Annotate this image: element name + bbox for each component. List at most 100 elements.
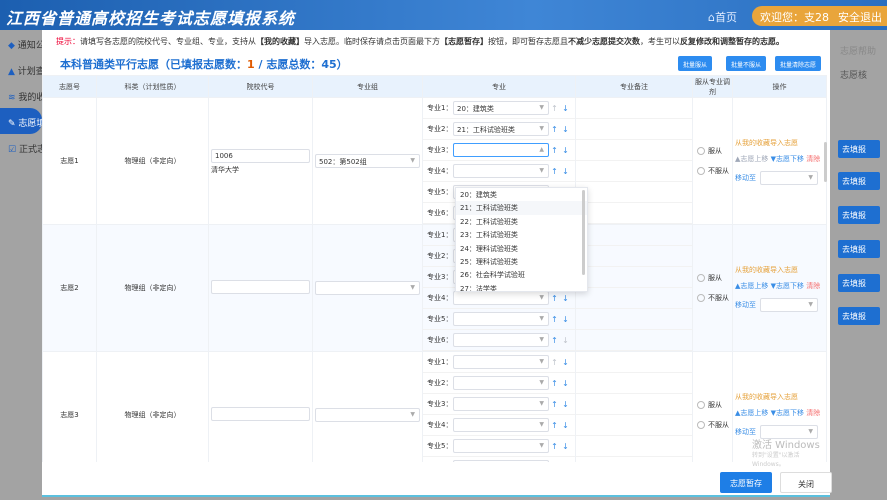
import-from-favorites-link[interactable]: 从我的收藏导入志愿 bbox=[735, 138, 798, 147]
move-up-arrow-icon[interactable]: ↑ bbox=[551, 399, 558, 409]
batch-obey-button[interactable]: 批量服从 bbox=[678, 56, 713, 71]
move-down-arrow-icon[interactable]: ↓ bbox=[562, 357, 569, 367]
move-down-arrow-icon[interactable]: ↓ bbox=[562, 378, 569, 388]
sidebar-item[interactable]: ✎ 志愿填报 bbox=[0, 108, 42, 134]
obey-radio[interactable]: 服从 bbox=[693, 395, 732, 415]
major-select[interactable]: ▼ bbox=[453, 291, 549, 305]
logout-button[interactable]: 安全退出 bbox=[834, 6, 887, 26]
move-up-arrow-icon[interactable]: ↑ bbox=[551, 420, 558, 430]
go-fill-button[interactable]: 去填报 bbox=[838, 240, 880, 258]
close-button[interactable]: 关闭 bbox=[780, 472, 832, 493]
major-select[interactable]: ▼ bbox=[453, 376, 549, 390]
move-down-arrow-icon[interactable]: ↓ bbox=[562, 103, 569, 113]
dropdown-option[interactable]: 20：建筑类 bbox=[460, 191, 497, 199]
go-fill-button[interactable]: 去填报 bbox=[838, 274, 880, 292]
major-notes-cell bbox=[575, 97, 693, 225]
move-down-arrow-icon[interactable]: ↓ bbox=[562, 420, 569, 430]
dropdown-option[interactable]: 25：理科试验班类 bbox=[460, 257, 518, 266]
move-up-arrow-icon[interactable]: ↑ bbox=[551, 145, 558, 155]
move-up-arrow-icon[interactable]: ↑ bbox=[551, 357, 558, 367]
move-up-arrow-icon[interactable]: ↑ bbox=[551, 441, 558, 451]
major-group-select[interactable]: 502：第502组 ▼ bbox=[315, 154, 420, 168]
home-link[interactable]: ⌂首页 bbox=[708, 11, 737, 24]
sidebar-item[interactable]: ▲ 计划查询 bbox=[0, 56, 42, 82]
move-down-link[interactable]: ▼志愿下移 bbox=[770, 154, 805, 163]
chevron-down-icon: ▼ bbox=[539, 442, 544, 449]
move-down-arrow-icon[interactable]: ↓ bbox=[562, 441, 569, 451]
move-to-select[interactable]: ▼ bbox=[760, 424, 818, 439]
major-select[interactable]: ▼ bbox=[453, 333, 549, 347]
school-code-input[interactable] bbox=[211, 407, 310, 421]
major-select[interactable]: ▼ bbox=[453, 312, 549, 326]
import-from-favorites-link[interactable]: 从我的收藏导入志愿 bbox=[735, 265, 798, 274]
move-up-arrow-icon[interactable]: ↑ bbox=[551, 103, 558, 113]
sidebar-item[interactable]: ◆ 通知公告 bbox=[0, 30, 42, 56]
school-code-input[interactable] bbox=[211, 280, 310, 294]
move-down-arrow-icon[interactable]: ↓ bbox=[562, 145, 569, 155]
save-draft-button[interactable]: 志愿暂存 bbox=[720, 472, 772, 493]
dropdown-scrollbar[interactable] bbox=[582, 190, 585, 275]
move-up-arrow-icon[interactable]: ↑ bbox=[551, 293, 558, 303]
go-fill-button[interactable]: 去填报 bbox=[838, 140, 880, 158]
move-down-arrow-icon[interactable]: ↓ bbox=[562, 314, 569, 324]
major-select[interactable]: 20：建筑类 ▼ bbox=[453, 101, 549, 115]
not-obey-radio[interactable]: 不服从 bbox=[693, 415, 732, 435]
batch-clear-button[interactable]: 批量清除志愿 bbox=[775, 56, 822, 71]
major-row: 专业5： ▼ ↑ ↓ bbox=[423, 309, 575, 330]
move-up-link[interactable]: ▲志愿上移 bbox=[735, 281, 769, 290]
move-down-arrow-icon[interactable]: ↓ bbox=[562, 335, 569, 345]
go-fill-button[interactable]: 去填报 bbox=[838, 206, 880, 224]
move-up-arrow-icon[interactable]: ↑ bbox=[551, 124, 558, 134]
table-scrollbar[interactable] bbox=[824, 142, 827, 182]
major-select[interactable]: ▼ bbox=[453, 439, 549, 453]
move-down-link[interactable]: ▼志愿下移 bbox=[770, 408, 805, 417]
go-fill-button[interactable]: 去填报 bbox=[838, 307, 880, 325]
dropdown-option[interactable]: 26：社会科学试验班 bbox=[460, 271, 525, 280]
major-select[interactable]: ▼ bbox=[453, 355, 549, 369]
move-to-select[interactable]: ▼ bbox=[760, 297, 818, 312]
clear-link[interactable]: 清除 bbox=[806, 281, 821, 290]
import-from-favorites-link[interactable]: 从我的收藏导入志愿 bbox=[735, 392, 798, 401]
sidebar-item[interactable]: ☑ 正式志愿 bbox=[0, 134, 42, 160]
move-up-link[interactable]: ▲志愿上移 bbox=[735, 154, 769, 163]
clear-link[interactable]: 清除 bbox=[806, 154, 821, 163]
major-label: 专业3： bbox=[427, 400, 453, 408]
move-to-select[interactable]: ▼ bbox=[760, 170, 818, 185]
school-code-input[interactable]: 1006 bbox=[211, 148, 310, 163]
dropdown-option[interactable]: 24：理科试验班类 bbox=[460, 244, 518, 253]
not-obey-radio[interactable]: 不服从 bbox=[693, 161, 732, 181]
move-up-arrow-icon[interactable]: ↑ bbox=[551, 166, 558, 176]
major-select[interactable]: ▼ bbox=[453, 164, 549, 178]
sidebar: ◆ 通知公告▲ 计划查询≋ 我的收藏✎ 志愿填报☑ 正式志愿 bbox=[0, 30, 42, 160]
go-fill-button[interactable]: 去填报 bbox=[838, 172, 880, 190]
move-up-arrow-icon[interactable]: ↑ bbox=[551, 378, 558, 388]
dropdown-option[interactable]: 27：法学类 bbox=[460, 284, 497, 292]
move-up-arrow-icon[interactable]: ↑ bbox=[551, 314, 558, 324]
batch-not-obey-button[interactable]: 批量不服从 bbox=[726, 56, 767, 71]
dropdown-option[interactable]: 21：工科试验班类 bbox=[456, 201, 587, 215]
major-group-select[interactable]: ▼ bbox=[315, 281, 420, 295]
move-down-arrow-icon[interactable]: ↓ bbox=[562, 124, 569, 134]
major-select[interactable]: ▼ bbox=[453, 418, 549, 432]
obey-radio[interactable]: 服从 bbox=[693, 268, 732, 288]
major-group-select[interactable]: ▼ bbox=[315, 408, 420, 422]
dropdown-option[interactable]: 23：工科试验班类 bbox=[460, 231, 518, 240]
major-select[interactable]: 21：工科试验班类 ▼ bbox=[453, 122, 549, 136]
major-select[interactable]: ▲ bbox=[453, 143, 549, 157]
obey-radio[interactable]: 服从 bbox=[693, 141, 732, 161]
move-down-arrow-icon[interactable]: ↓ bbox=[562, 166, 569, 176]
clear-link[interactable]: 清除 bbox=[806, 408, 821, 417]
sidebar-item[interactable]: ≋ 我的收藏 bbox=[0, 82, 42, 108]
not-obey-radio[interactable]: 不服从 bbox=[693, 288, 732, 308]
major-select[interactable]: ▼ bbox=[453, 397, 549, 411]
help-link[interactable]: 志愿帮助 bbox=[840, 47, 877, 57]
major-select[interactable]: ▼ bbox=[453, 460, 549, 462]
major-notes-cell bbox=[575, 224, 693, 352]
move-down-link[interactable]: ▼志愿下移 bbox=[770, 281, 805, 290]
move-down-arrow-icon[interactable]: ↓ bbox=[562, 293, 569, 303]
move-down-arrow-icon[interactable]: ↓ bbox=[562, 399, 569, 409]
cube-icon: ◆ bbox=[8, 41, 18, 51]
dropdown-option[interactable]: 22：工科试验班类 bbox=[460, 217, 518, 226]
move-up-arrow-icon[interactable]: ↑ bbox=[551, 335, 558, 345]
move-up-link[interactable]: ▲志愿上移 bbox=[735, 408, 769, 417]
